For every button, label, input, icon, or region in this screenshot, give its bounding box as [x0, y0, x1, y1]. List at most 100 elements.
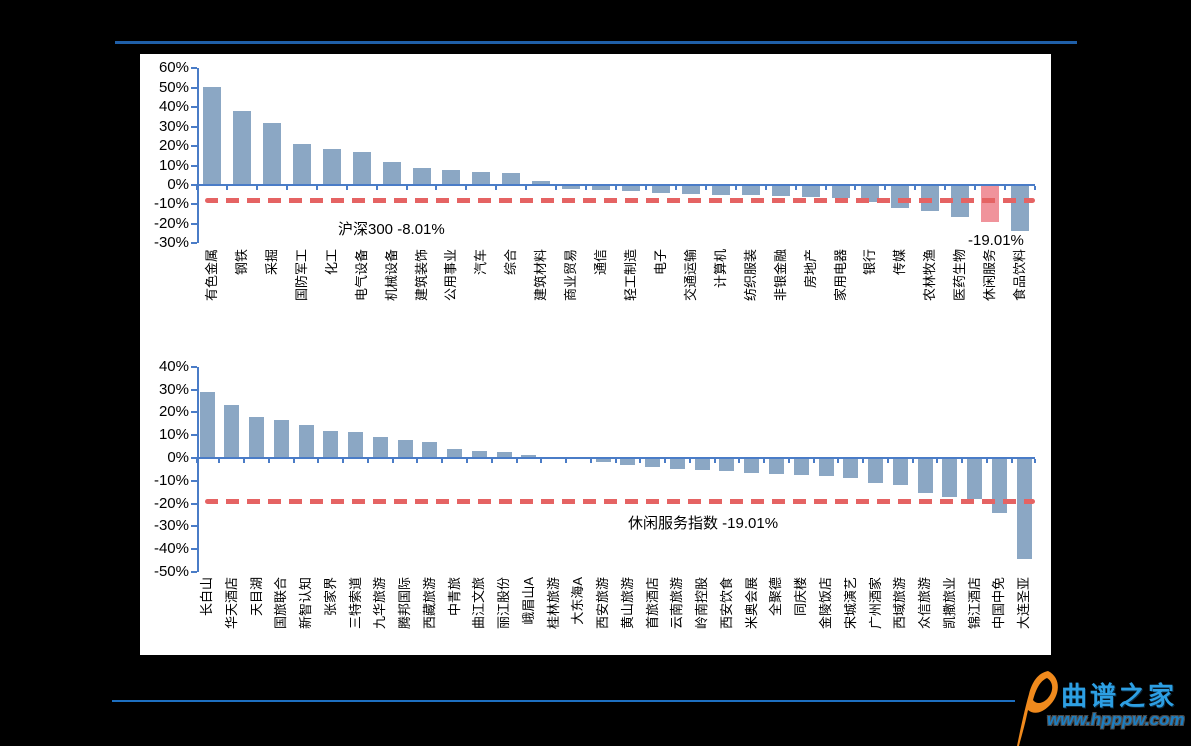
logo-flag-icon — [1017, 671, 1058, 746]
y-axis-label: 0% — [167, 449, 189, 466]
bar — [472, 171, 491, 185]
x-axis-tick — [713, 459, 716, 463]
y-axis-tick — [191, 548, 197, 551]
bar — [562, 185, 581, 189]
bar — [861, 185, 880, 202]
y-axis-label: 50% — [158, 78, 189, 96]
y-axis-tick — [191, 388, 197, 391]
x-axis-tick — [1010, 459, 1013, 463]
y-axis-label: -20% — [153, 214, 189, 232]
bar — [372, 437, 388, 458]
y-axis-label: 10% — [158, 426, 189, 444]
x-axis-label: 银行 — [862, 249, 878, 276]
x-axis-tick — [884, 186, 887, 190]
x-axis-tick — [465, 186, 468, 190]
bar — [532, 180, 551, 185]
bar — [352, 152, 371, 185]
bar-highlight — [981, 185, 1000, 222]
x-axis-label: 通信 — [593, 249, 609, 276]
bar — [711, 185, 730, 195]
bar — [203, 86, 221, 185]
x-axis-tick — [738, 459, 741, 463]
bar — [917, 458, 933, 494]
x-axis-label: 丽江股份 — [496, 577, 512, 630]
y-axis-label: 20% — [158, 137, 189, 155]
x-axis-label: 医药生物 — [952, 249, 968, 302]
x-axis-label: 纺织服装 — [742, 249, 758, 302]
bar — [298, 424, 314, 458]
x-axis-tick — [375, 186, 378, 190]
benchmark-label: 沪深300 -8.01% — [338, 221, 445, 238]
y-axis-label: 40% — [158, 357, 189, 375]
x-axis-label: 大连圣亚 — [1016, 577, 1032, 630]
x-axis-label: 轻工制造 — [623, 249, 639, 302]
bar — [719, 458, 735, 472]
bar — [942, 458, 958, 497]
x-axis-label: 广州酒家 — [867, 577, 883, 630]
x-axis-tick — [243, 459, 246, 463]
bar — [471, 450, 487, 458]
x-axis-label: 西藏旅游 — [421, 577, 437, 630]
bar — [681, 185, 700, 194]
y-axis-label: -40% — [153, 540, 189, 558]
x-axis-tick — [944, 186, 947, 190]
x-axis-tick — [315, 186, 318, 190]
x-axis-label: 交通运输 — [682, 249, 698, 302]
x-axis-tick — [837, 459, 840, 463]
y-axis-label: -10% — [153, 195, 189, 213]
y-axis-tick — [191, 86, 197, 89]
y-axis-label: -10% — [153, 471, 189, 489]
watermark-site-name: 曲谱之家 — [1061, 681, 1178, 711]
bar — [669, 458, 685, 470]
y-axis-tick — [191, 434, 197, 437]
x-axis-label: 首旅酒店 — [644, 577, 660, 630]
benchmark-label: 休闲服务指数 -19.01% — [628, 515, 779, 532]
x-axis-tick — [1034, 459, 1036, 463]
x-axis-label: 休闲服务 — [982, 249, 998, 302]
y-axis-tick — [191, 184, 197, 186]
x-axis-label: 九华旅游 — [372, 577, 388, 630]
x-axis-tick — [267, 459, 270, 463]
bar — [496, 452, 512, 458]
y-axis-tick — [191, 242, 197, 245]
x-axis-tick — [585, 186, 588, 190]
x-axis-tick — [674, 186, 677, 190]
watermark-logo: 曲谱之家 www.hpppw.com — [995, 668, 1191, 746]
x-axis-label: 米奥会展 — [743, 577, 759, 630]
x-axis-label: 桂林旅游 — [545, 577, 561, 630]
bar — [322, 149, 341, 185]
x-axis-label: 大东海A — [570, 577, 586, 625]
bar — [818, 458, 834, 476]
bar — [412, 168, 431, 185]
x-axis-tick — [911, 459, 914, 463]
x-axis-tick — [664, 459, 667, 463]
x-axis-line — [197, 457, 1035, 459]
x-axis-label: 宋城演艺 — [842, 577, 858, 630]
x-axis-label: 黄山旅游 — [619, 577, 635, 630]
bar — [921, 185, 940, 211]
x-axis-tick — [285, 186, 288, 190]
bar — [323, 430, 339, 458]
x-axis-tick — [787, 459, 790, 463]
bar — [771, 185, 790, 197]
x-axis-label: 西安旅游 — [595, 577, 611, 630]
x-axis-label: 腾邦国际 — [397, 577, 413, 630]
x-axis-line — [197, 184, 1035, 186]
x-axis-label: 三特索道 — [347, 577, 363, 630]
bar — [447, 448, 463, 458]
y-axis-tick — [191, 67, 197, 70]
top-divider-line — [115, 41, 1077, 44]
y-axis-tick — [191, 411, 197, 414]
x-axis-tick — [255, 186, 258, 190]
x-axis-label: 电气设备 — [353, 249, 369, 302]
bar — [262, 122, 281, 185]
x-axis-label: 同庆楼 — [793, 577, 809, 617]
bar — [442, 170, 461, 185]
bar — [595, 458, 611, 462]
y-axis-label: -50% — [153, 562, 189, 580]
x-axis-label: 西安饮食 — [718, 577, 734, 630]
x-axis-tick — [555, 186, 558, 190]
x-axis-label: 农林牧渔 — [922, 249, 938, 302]
x-axis-label: 华天酒店 — [223, 577, 239, 630]
